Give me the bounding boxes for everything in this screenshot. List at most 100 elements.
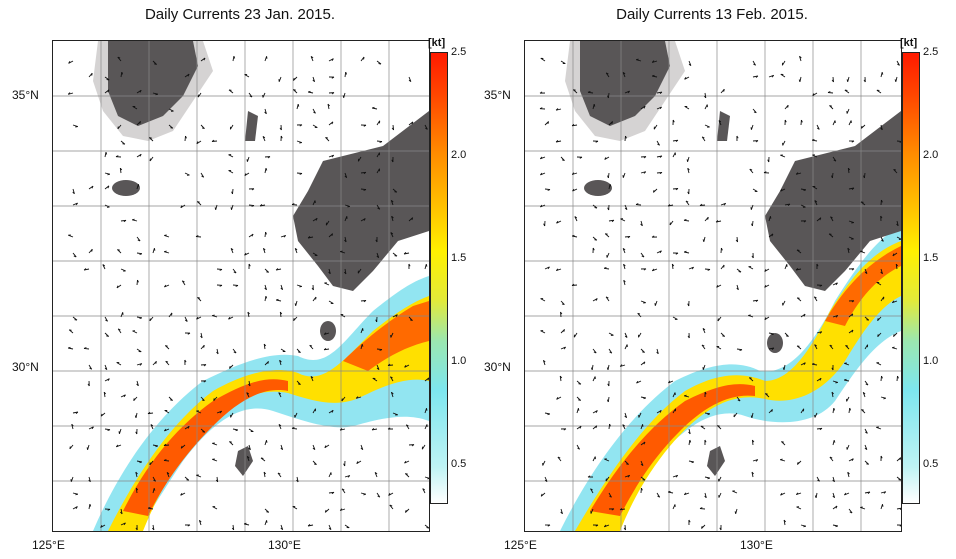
current-arrow-head: [139, 253, 143, 256]
current-arrow-head: [73, 255, 77, 258]
current-arrow-head: [307, 236, 311, 239]
current-arrow-head: [561, 159, 565, 162]
current-arrow-head: [689, 439, 692, 443]
current-arrow-head: [328, 271, 331, 275]
current-arrow-head: [309, 344, 313, 347]
current-arrow-head: [686, 159, 689, 162]
current-arrow-head: [265, 295, 268, 299]
current-arrow-head: [737, 399, 741, 402]
current-arrow-head: [155, 93, 159, 96]
current-arrow-head: [294, 303, 297, 306]
current-arrow-head: [543, 359, 546, 363]
current-arrow-head: [780, 492, 783, 496]
current-arrow-head: [641, 255, 645, 258]
colorbar-unit-right: [kt]: [900, 37, 918, 49]
current-arrow-head: [170, 127, 173, 129]
current-arrow-head: [814, 344, 817, 347]
current-arrow-head: [796, 461, 799, 465]
current-arrow-head: [165, 345, 168, 347]
current-arrow-head: [180, 445, 183, 449]
current-arrow-head: [331, 58, 334, 61]
current-arrow-head: [233, 351, 237, 354]
current-arrow-head: [771, 233, 774, 237]
current-arrow-head: [266, 271, 269, 273]
current-arrow-head: [623, 263, 626, 267]
current-arrow-head: [883, 397, 886, 400]
current-arrow-head: [703, 95, 707, 99]
current-arrow-head: [325, 136, 329, 139]
current-arrow-head: [624, 207, 628, 210]
kuroshio-band-left: [93, 276, 429, 531]
land-left: [93, 41, 429, 476]
current-arrow-head: [835, 525, 839, 528]
current-arrow-head: [831, 391, 834, 395]
current-arrow-head: [356, 461, 359, 464]
current-arrow-head: [563, 428, 567, 431]
current-arrow-head: [659, 172, 663, 175]
current-arrow-head: [643, 171, 647, 174]
current-arrow-head: [375, 239, 378, 243]
current-arrow-head: [643, 441, 646, 445]
current-arrow-head: [607, 95, 609, 99]
current-arrow-head: [75, 411, 79, 414]
current-vector-arrows: [67, 55, 429, 531]
current-arrow-head: [342, 95, 345, 98]
current-arrow-head: [771, 74, 775, 78]
current-arrow-head: [215, 479, 219, 483]
current-arrow-head: [559, 375, 563, 379]
current-arrow-head: [216, 351, 219, 355]
grid-right: [525, 41, 901, 531]
current-arrow-head: [607, 207, 610, 211]
current-arrow-head: [704, 439, 707, 443]
current-arrow-head: [847, 167, 851, 171]
current-arrow-head: [153, 479, 156, 482]
current-arrow-head: [659, 410, 662, 413]
current-arrow-head: [882, 504, 884, 507]
current-arrow-head: [377, 207, 381, 210]
current-arrow-head: [136, 383, 139, 387]
current-arrow-head: [851, 458, 854, 462]
current-arrow-head: [625, 135, 627, 139]
current-arrow-head: [116, 285, 119, 289]
current-arrow-head: [107, 89, 110, 93]
current-arrow-head: [787, 105, 789, 108]
current-arrow-head: [345, 71, 348, 75]
current-arrow-head: [196, 316, 199, 320]
current-arrow-head: [691, 461, 695, 464]
colorbar-tick-right: 2.0: [923, 149, 939, 161]
current-arrow-head: [201, 399, 205, 402]
current-arrow-head: [594, 239, 597, 241]
current-arrow-head: [312, 79, 315, 83]
current-arrow-head: [883, 491, 887, 494]
current-arrow-head: [607, 383, 610, 387]
current-arrow-head: [377, 495, 381, 498]
current-arrow-head: [244, 173, 247, 176]
current-arrow-head: [341, 488, 345, 491]
current-arrow-head: [249, 95, 253, 98]
current-arrow-head: [184, 359, 187, 363]
current-arrow-head: [139, 461, 143, 464]
current-arrow-head: [811, 362, 815, 365]
current-arrow-head: [587, 90, 591, 93]
current-arrow-head: [751, 471, 754, 475]
current-arrow-head: [89, 367, 92, 370]
current-arrow-head: [539, 156, 543, 160]
current-arrow-head: [659, 155, 663, 158]
current-arrow-head: [556, 220, 559, 224]
current-arrow-head: [390, 199, 394, 203]
current-arrow-head: [833, 407, 836, 411]
current-arrow-head: [899, 508, 901, 510]
current-arrow-head: [672, 119, 675, 123]
current-arrow-head: [675, 188, 679, 191]
current-arrow-head: [106, 335, 109, 337]
current-arrow-head: [611, 508, 615, 511]
current-arrow-head: [151, 527, 155, 531]
current-arrow-head: [547, 413, 551, 416]
current-arrow-head: [814, 200, 818, 203]
current-arrow-head: [785, 335, 789, 337]
current-arrow-head: [851, 222, 854, 224]
current-arrow-head: [280, 527, 284, 531]
current-arrow-head: [555, 268, 559, 271]
current-arrow-head: [395, 314, 398, 317]
current-arrow-head: [865, 383, 869, 386]
